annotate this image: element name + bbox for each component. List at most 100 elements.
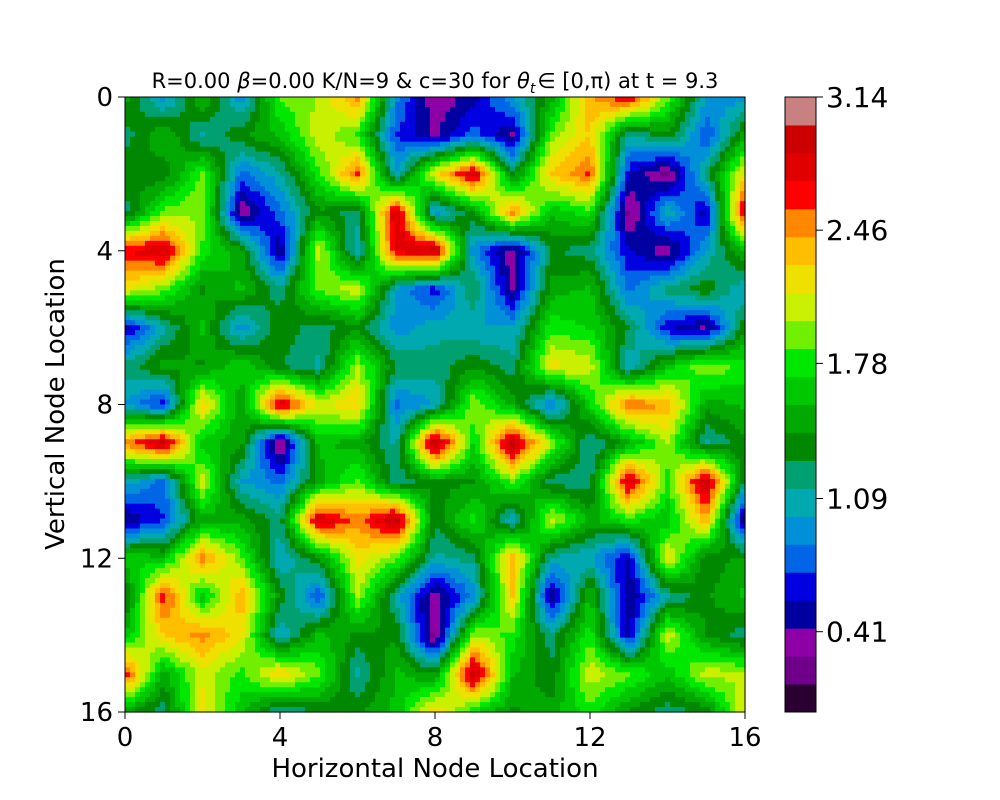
heatmap-cell <box>580 181 586 187</box>
heatmap-cell <box>175 146 181 153</box>
heatmap-cell <box>645 211 651 217</box>
heatmap-cell <box>305 285 311 292</box>
heatmap-cell <box>140 101 146 108</box>
heatmap-cell <box>205 255 211 262</box>
heatmap-cell <box>260 265 266 272</box>
heatmap-cell <box>520 141 526 148</box>
heatmap-cell <box>650 151 656 158</box>
heatmap-cell <box>460 176 466 182</box>
heatmap-cell <box>225 171 231 177</box>
heatmap-cell <box>225 295 231 301</box>
heatmap-cell <box>275 206 281 212</box>
heatmap-cell <box>270 136 276 143</box>
heatmap-cell <box>440 201 446 207</box>
heatmap-cell <box>290 136 296 143</box>
heatmap-cell <box>465 211 471 217</box>
heatmap-cell <box>670 290 676 296</box>
heatmap-cell <box>450 211 456 217</box>
heatmap-cell <box>325 255 331 262</box>
heatmap-cell <box>630 260 636 267</box>
heatmap-cell <box>260 121 266 128</box>
heatmap-cell <box>230 260 236 267</box>
heatmap-cell <box>255 176 261 182</box>
heatmap-cell <box>545 270 551 277</box>
heatmap-cell <box>610 211 616 217</box>
heatmap-cell <box>450 136 456 143</box>
heatmap-cell <box>200 97 206 103</box>
heatmap-cell <box>170 240 176 247</box>
heatmap-cell <box>270 101 276 108</box>
heatmap-cell <box>645 235 651 242</box>
heatmap-cell <box>360 245 366 252</box>
heatmap-cell <box>715 245 721 252</box>
heatmap-cell <box>300 97 306 103</box>
heatmap-cell <box>180 245 186 252</box>
heatmap-cell <box>265 121 271 128</box>
heatmap-cell <box>530 146 536 153</box>
heatmap-cell <box>290 290 296 296</box>
heatmap-cell <box>175 116 181 123</box>
heatmap-cell <box>300 280 306 287</box>
heatmap-cell <box>365 186 371 192</box>
heatmap-cell <box>725 235 731 242</box>
heatmap-cell <box>330 97 336 103</box>
heatmap-cell <box>615 225 621 232</box>
heatmap-cell <box>695 116 701 123</box>
heatmap-cell <box>580 166 586 172</box>
heatmap-cell <box>370 126 376 133</box>
heatmap-cell <box>515 245 521 252</box>
heatmap-cell <box>215 211 221 217</box>
heatmap-cell <box>525 216 531 222</box>
heatmap-cell <box>530 260 536 267</box>
heatmap-cell <box>605 206 611 212</box>
heatmap-cell <box>260 146 266 153</box>
heatmap-cell <box>490 171 496 177</box>
heatmap-cell <box>520 126 526 133</box>
heatmap-cell <box>655 285 661 292</box>
heatmap-cell <box>180 216 186 222</box>
heatmap-cell <box>205 161 211 168</box>
heatmap-cell <box>720 290 726 296</box>
heatmap-cell <box>725 216 731 222</box>
heatmap-cell <box>140 275 146 282</box>
heatmap-cell <box>310 245 316 252</box>
heatmap-cell <box>215 270 221 277</box>
heatmap-cell <box>665 290 671 296</box>
heatmap-cell <box>580 196 586 202</box>
heatmap-cell <box>445 275 451 282</box>
heatmap-cell <box>485 270 491 277</box>
heatmap-cell <box>690 211 696 217</box>
heatmap-cell <box>595 106 601 113</box>
heatmap-cell <box>160 196 166 202</box>
heatmap-cell <box>305 206 311 212</box>
heatmap-cell <box>205 201 211 207</box>
heatmap-cell <box>335 235 341 242</box>
heatmap-cell <box>495 216 501 222</box>
heatmap-cell <box>575 141 581 148</box>
heatmap-cell <box>275 141 281 148</box>
heatmap-cell <box>535 176 541 182</box>
heatmap-cell <box>645 131 651 138</box>
heatmap-cell <box>375 146 381 153</box>
heatmap-cell <box>580 156 586 163</box>
heatmap-cell <box>140 255 146 262</box>
heatmap-cell <box>735 235 741 242</box>
heatmap-cell <box>620 206 626 212</box>
heatmap-cell <box>555 181 561 187</box>
heatmap-cell <box>460 146 466 153</box>
heatmap-cell <box>545 136 551 143</box>
heatmap-cell <box>340 230 346 237</box>
heatmap-cell <box>465 206 471 212</box>
heatmap-cell <box>400 245 406 252</box>
heatmap-cell <box>170 275 176 282</box>
heatmap-cell <box>490 270 496 277</box>
heatmap-cell <box>510 280 516 287</box>
heatmap-cell <box>245 290 251 296</box>
heatmap-cell <box>565 245 571 252</box>
heatmap-cell <box>335 211 341 217</box>
heatmap-cell <box>590 131 596 138</box>
heatmap-cell <box>735 216 741 222</box>
heatmap-cell <box>295 101 301 108</box>
heatmap-cell <box>375 260 381 267</box>
heatmap-cell <box>250 206 256 212</box>
